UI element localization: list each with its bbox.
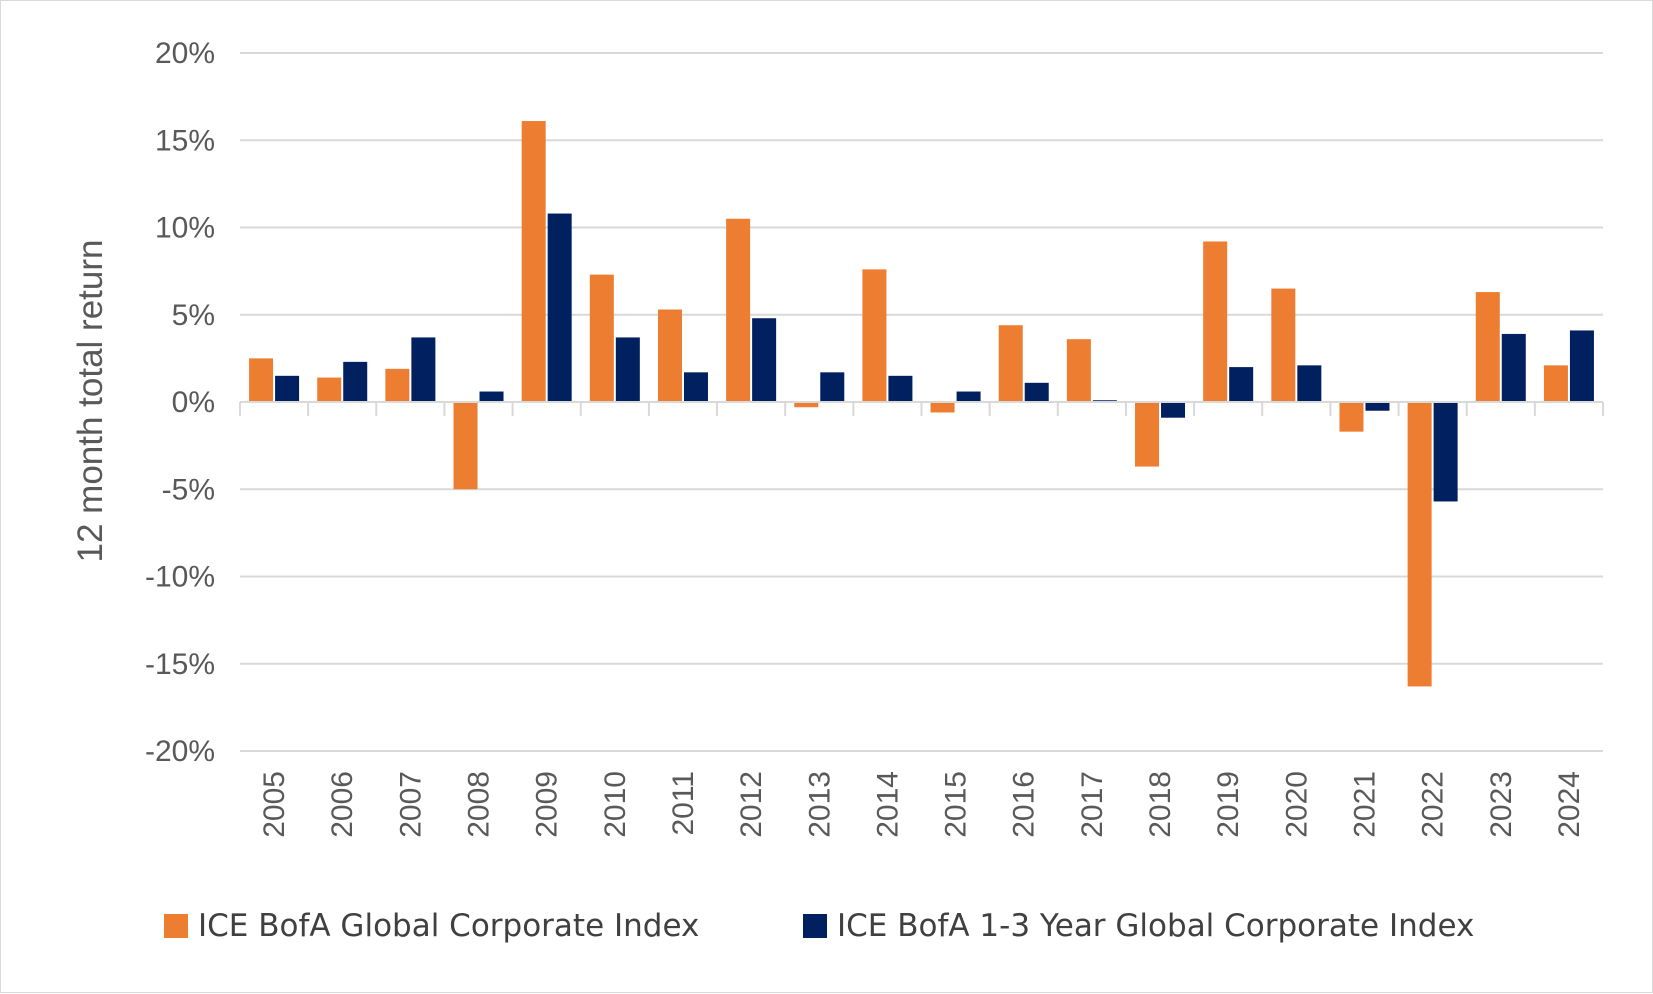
legend: ICE BofA Global Corporate Index ICE BofA … (164, 908, 1474, 944)
legend-label: ICE BofA Global Corporate Index (198, 908, 699, 944)
x-tick-label: 2023 (1485, 771, 1518, 838)
bar-1-3-year-global-corporate-2010 (615, 337, 640, 402)
y-tick-label: -5% (162, 473, 215, 506)
bar-global-corporate-2016 (998, 325, 1023, 402)
bar-1-3-year-global-corporate-2016 (1024, 382, 1049, 402)
x-tick-label: 2020 (1280, 771, 1313, 838)
x-tick-label: 2021 (1348, 771, 1381, 838)
bar-global-corporate-2005 (249, 358, 274, 402)
bar-1-3-year-global-corporate-2011 (683, 372, 708, 402)
bar-1-3-year-global-corporate-2014 (888, 375, 913, 402)
y-axis-ticks: 20% 15% 10% 5% 0% -5% -10% -15% -20% (145, 37, 215, 768)
y-tick-label: 20% (155, 37, 215, 70)
bar-global-corporate-2024 (1543, 365, 1568, 402)
y-tick-label: -10% (145, 561, 215, 594)
x-tick-label: 2005 (258, 771, 291, 838)
x-tick-label: 2011 (667, 771, 700, 836)
x-tick-label: 2008 (463, 771, 496, 838)
legend-label: ICE BofA 1-3 Year Global Corporate Index (837, 908, 1474, 944)
bar-global-corporate-2010 (589, 274, 614, 402)
y-tick-label: -15% (145, 648, 215, 681)
bar-1-3-year-global-corporate-2022 (1433, 402, 1458, 502)
bar-global-corporate-2013 (794, 402, 819, 408)
bar-global-corporate-2007 (385, 368, 410, 402)
bar-1-3-year-global-corporate-2006 (343, 361, 368, 402)
bar-1-3-year-global-corporate-2008 (479, 391, 504, 402)
x-tick-label: 2006 (326, 771, 359, 838)
x-tick-label: 2010 (599, 771, 632, 838)
bars (249, 121, 1594, 687)
y-axis-title: 12 month total return (71, 240, 110, 563)
bar-global-corporate-2022 (1407, 402, 1432, 687)
legend-swatch (164, 914, 188, 938)
x-tick-label: 2022 (1417, 771, 1450, 838)
bar-1-3-year-global-corporate-2015 (956, 391, 981, 402)
bar-global-corporate-2020 (1271, 288, 1296, 402)
x-tick-label: 2016 (1008, 771, 1041, 838)
x-axis (239, 401, 1604, 416)
bar-global-corporate-2015 (930, 402, 955, 413)
x-axis-ticks: 2005 2006 2007 2008 2009 2010 2011 2012 2013 2014… (258, 771, 1586, 838)
x-tick-label: 2012 (735, 771, 768, 838)
x-tick-label: 2014 (871, 771, 904, 838)
bar-1-3-year-global-corporate-2009 (547, 213, 572, 402)
bar-global-corporate-2008 (453, 402, 478, 490)
bar-1-3-year-global-corporate-2013 (820, 372, 845, 402)
bar-global-corporate-2018 (1135, 402, 1160, 467)
x-tick-label: 2013 (803, 771, 836, 838)
bar-1-3-year-global-corporate-2007 (411, 337, 436, 402)
x-tick-label: 2017 (1076, 771, 1109, 838)
bar-1-3-year-global-corporate-2024 (1569, 330, 1594, 402)
bar-global-corporate-2012 (726, 218, 751, 402)
bar-global-corporate-2021 (1339, 402, 1364, 432)
x-tick-label: 2024 (1553, 771, 1586, 838)
y-tick-label: -20% (145, 735, 215, 768)
bar-1-3-year-global-corporate-2019 (1229, 367, 1254, 402)
bar-1-3-year-global-corporate-2018 (1161, 402, 1186, 418)
x-tick-label: 2019 (1212, 771, 1245, 838)
bar-global-corporate-2011 (657, 309, 682, 402)
bar-1-3-year-global-corporate-2012 (752, 318, 777, 402)
x-tick-label: 2007 (394, 771, 427, 838)
x-tick-label: 2018 (1144, 771, 1177, 838)
x-tick-label: 2009 (531, 771, 564, 838)
y-tick-label: 5% (172, 299, 215, 332)
bar-global-corporate-2023 (1475, 292, 1500, 402)
legend-swatch (803, 914, 827, 938)
bar-1-3-year-global-corporate-2005 (275, 375, 300, 402)
bar-1-3-year-global-corporate-2021 (1365, 402, 1390, 411)
bar-global-corporate-2009 (521, 121, 546, 403)
bar-1-3-year-global-corporate-2023 (1501, 333, 1526, 402)
y-tick-label: 0% (172, 386, 215, 419)
y-tick-label: 10% (155, 212, 215, 245)
bar-global-corporate-2014 (862, 269, 887, 402)
bar-1-3-year-global-corporate-2020 (1297, 365, 1322, 402)
bar-global-corporate-2017 (1066, 339, 1091, 402)
x-tick-label: 2015 (940, 771, 973, 838)
bar-global-corporate-2019 (1203, 241, 1228, 402)
y-tick-label: 15% (155, 124, 215, 157)
bar-global-corporate-2006 (317, 377, 342, 402)
